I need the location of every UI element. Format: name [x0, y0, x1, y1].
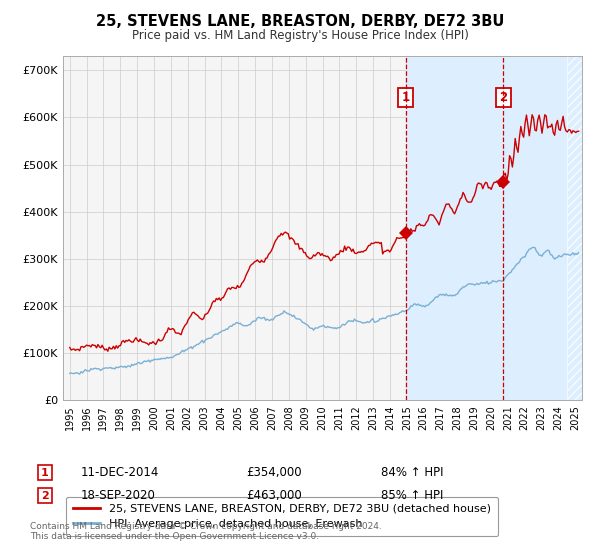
Text: 84% ↑ HPI: 84% ↑ HPI [381, 466, 443, 479]
Text: 18-SEP-2020: 18-SEP-2020 [81, 489, 156, 502]
Text: £354,000: £354,000 [246, 466, 302, 479]
Text: 25, STEVENS LANE, BREASTON, DERBY, DE72 3BU: 25, STEVENS LANE, BREASTON, DERBY, DE72 … [96, 14, 504, 29]
Bar [406, 56, 590, 400]
Text: Contains HM Land Registry data © Crown copyright and database right 2024.
This d: Contains HM Land Registry data © Crown c… [30, 522, 382, 542]
Text: 2: 2 [41, 491, 49, 501]
Text: Price paid vs. HM Land Registry's House Price Index (HPI): Price paid vs. HM Land Registry's House … [131, 29, 469, 42]
Bar [567, 56, 590, 400]
Text: 2: 2 [499, 91, 507, 104]
Legend: 25, STEVENS LANE, BREASTON, DERBY, DE72 3BU (detached house), HPI: Average price: 25, STEVENS LANE, BREASTON, DERBY, DE72 … [66, 497, 498, 536]
Text: £463,000: £463,000 [246, 489, 302, 502]
Text: 85% ↑ HPI: 85% ↑ HPI [381, 489, 443, 502]
Text: 11-DEC-2014: 11-DEC-2014 [81, 466, 160, 479]
Text: 1: 1 [401, 91, 410, 104]
Text: 1: 1 [41, 468, 49, 478]
